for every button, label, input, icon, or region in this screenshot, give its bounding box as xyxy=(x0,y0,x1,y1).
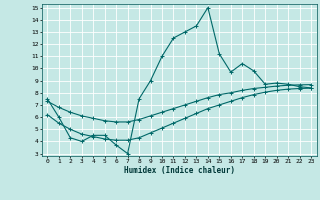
X-axis label: Humidex (Indice chaleur): Humidex (Indice chaleur) xyxy=(124,166,235,175)
